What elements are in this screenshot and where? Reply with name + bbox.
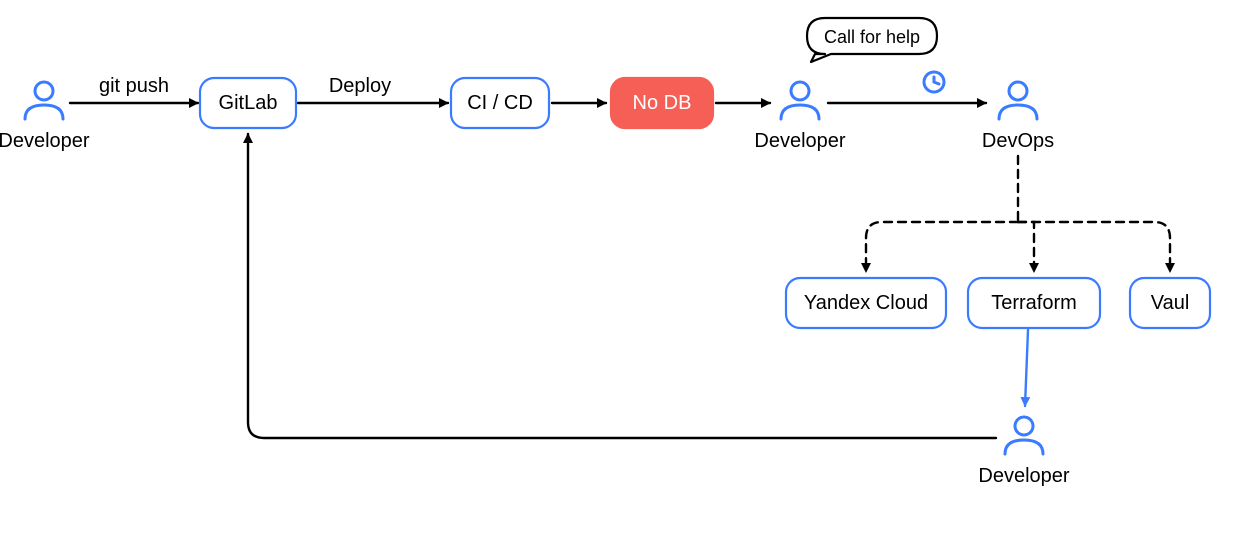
node-yc: Yandex Cloud — [786, 278, 946, 328]
node-cicd: CI / CD — [451, 78, 549, 128]
node-vault: Vaul — [1130, 278, 1210, 328]
node-label-nodb: No DB — [633, 92, 692, 114]
node-label-tf: Terraform — [991, 292, 1077, 314]
person-icon-dev3 — [1005, 417, 1043, 454]
node-label-gitlab: GitLab — [219, 92, 278, 114]
callout-bubble: Call for help — [807, 18, 937, 62]
node-gitlab: GitLab — [200, 78, 296, 128]
clock-icon — [924, 72, 944, 92]
node-label-yc: Yandex Cloud — [804, 292, 928, 314]
person-label-dev2: Developer — [754, 130, 846, 152]
node-label-cicd: CI / CD — [467, 92, 533, 114]
edge-e9 — [1018, 222, 1170, 272]
edge-label-e1: git push — [99, 75, 169, 97]
node-nodb: No DB — [611, 78, 713, 128]
person-label-dev3: Developer — [978, 465, 1070, 487]
edge-e8 — [1018, 222, 1034, 272]
person-icon-dev1 — [25, 82, 63, 119]
callout-text: Call for help — [824, 27, 920, 47]
person-label-dev1: Developer — [0, 130, 90, 152]
node-label-vault: Vaul — [1151, 292, 1190, 314]
person-icon-dev2 — [781, 82, 819, 119]
edge-e10 — [1025, 330, 1028, 406]
person-label-devops: DevOps — [982, 130, 1054, 152]
node-tf: Terraform — [968, 278, 1100, 328]
person-icon-devops — [999, 82, 1037, 119]
edge-e7 — [866, 222, 1018, 272]
edge-label-e2: Deploy — [329, 75, 391, 97]
